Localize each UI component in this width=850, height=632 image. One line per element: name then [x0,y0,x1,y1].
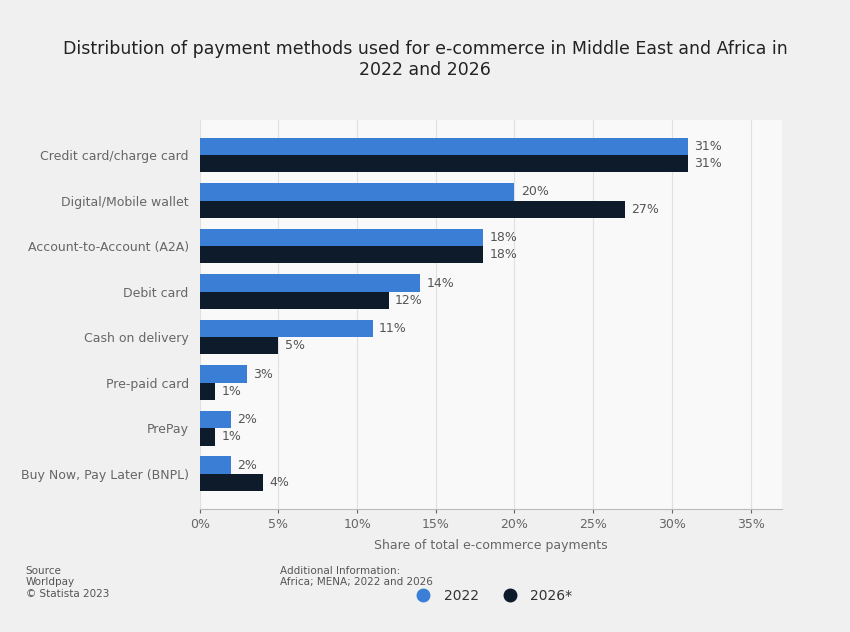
Text: 5%: 5% [285,339,305,352]
Text: 3%: 3% [253,368,273,380]
Text: 18%: 18% [490,248,517,261]
Text: 2%: 2% [237,413,258,426]
Text: 1%: 1% [222,430,241,444]
Text: 18%: 18% [490,231,517,244]
Text: 2%: 2% [237,459,258,471]
Bar [200,155,688,173]
Bar [200,246,483,264]
Text: 1%: 1% [222,385,241,398]
Text: Additional Information:
Africa; MENA; 2022 and 2026: Additional Information: Africa; MENA; 20… [280,566,434,587]
Bar [200,337,279,355]
Text: 4%: 4% [269,476,289,489]
Bar [200,320,373,337]
Bar [200,138,688,155]
Bar [200,456,231,474]
Text: Source
Worldpay
© Statista 2023: Source Worldpay © Statista 2023 [26,566,109,599]
Legend: 2022, 2026*: 2022, 2026* [404,584,578,609]
Text: 20%: 20% [521,185,548,198]
Bar [200,365,247,383]
Bar [200,229,483,246]
Bar [200,383,216,400]
Bar [200,474,263,491]
Bar [200,274,420,291]
Bar [200,428,216,446]
Text: 12%: 12% [395,294,422,307]
Text: Distribution of payment methods used for e-commerce in Middle East and Africa in: Distribution of payment methods used for… [63,40,787,79]
Bar [200,200,625,218]
Text: 27%: 27% [631,203,659,216]
Bar [200,291,388,309]
Bar [200,183,514,200]
Text: 31%: 31% [694,157,722,170]
X-axis label: Share of total e-commerce payments: Share of total e-commerce payments [374,539,608,552]
Text: 14%: 14% [427,277,454,289]
Text: 11%: 11% [379,322,407,335]
Bar [200,411,231,428]
Text: 31%: 31% [694,140,722,153]
